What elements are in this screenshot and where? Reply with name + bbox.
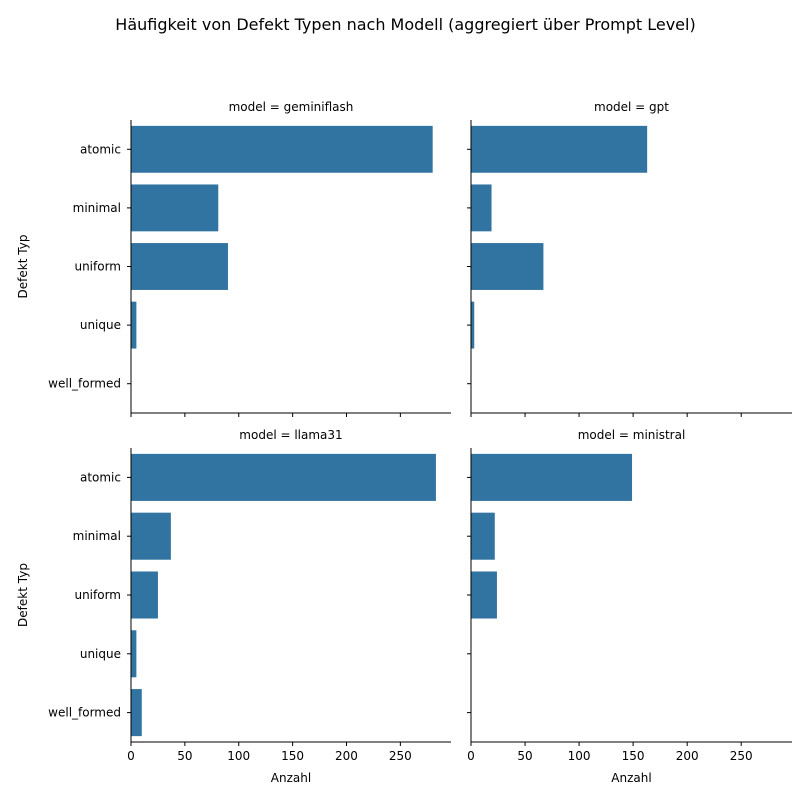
facet-panel: model = llama31 atomic minimal uniform uniqu… — [16, 428, 451, 785]
bar — [471, 571, 497, 619]
y-tick-label: atomic — [80, 470, 121, 484]
y-tick-label: minimal — [73, 529, 121, 543]
facet-title: model = ministral — [578, 428, 686, 442]
x-axis-label: Anzahl — [611, 771, 651, 785]
facet-panel: model = ministral 0 50 100 150 200 250 Anzahl — [467, 428, 792, 785]
y-axis-label: Defekt Typ — [16, 235, 30, 299]
x-tick-label: 200 — [676, 749, 699, 763]
facets: model = geminiflash atomic minimal uniform u… — [16, 100, 792, 785]
x-tick-label: 250 — [389, 749, 412, 763]
y-axis-label: Defekt Typ — [16, 563, 30, 627]
x-tick-label: 100 — [227, 749, 250, 763]
x-tick-label: 50 — [177, 749, 192, 763]
bar — [471, 184, 492, 232]
y-tick-label: well_formed — [48, 706, 121, 720]
y-tick-label: unique — [80, 318, 121, 332]
facet-title: model = geminiflash — [229, 100, 354, 114]
bar — [131, 630, 137, 678]
y-tick-label: atomic — [80, 142, 121, 156]
bar — [131, 301, 137, 349]
bar — [131, 689, 142, 737]
y-tick-label: uniform — [74, 260, 121, 274]
x-tick-label: 150 — [281, 749, 304, 763]
facet-title: model = llama31 — [239, 428, 342, 442]
bar — [131, 243, 228, 290]
x-tick-label: 150 — [622, 749, 645, 763]
bar — [131, 125, 433, 173]
x-tick-label: 250 — [730, 749, 753, 763]
y-tick-label: uniform — [74, 588, 121, 602]
bar — [471, 453, 633, 501]
bar — [131, 184, 219, 232]
y-tick-label: minimal — [73, 201, 121, 215]
x-tick-label: 100 — [568, 749, 591, 763]
bar — [471, 301, 475, 349]
x-tick-label: 200 — [335, 749, 358, 763]
bar — [471, 512, 495, 560]
x-tick-label: 50 — [517, 749, 532, 763]
bar — [471, 125, 648, 173]
facet-title: model = gpt — [594, 100, 669, 114]
facet-panel: model = geminiflash atomic minimal uniform u… — [16, 100, 451, 417]
bar — [471, 243, 544, 290]
bar — [131, 571, 158, 619]
chart-title: Häufigkeit von Defekt Typen nach Modell … — [115, 15, 695, 34]
y-tick-label: well_formed — [48, 377, 121, 391]
x-tick-label: 0 — [467, 749, 475, 763]
x-tick-label: 0 — [127, 749, 135, 763]
bar — [131, 453, 436, 501]
facet-panel: model = gpt — [467, 100, 792, 417]
y-tick-label: unique — [80, 647, 121, 661]
bar — [131, 512, 171, 560]
x-axis-label: Anzahl — [271, 771, 311, 785]
